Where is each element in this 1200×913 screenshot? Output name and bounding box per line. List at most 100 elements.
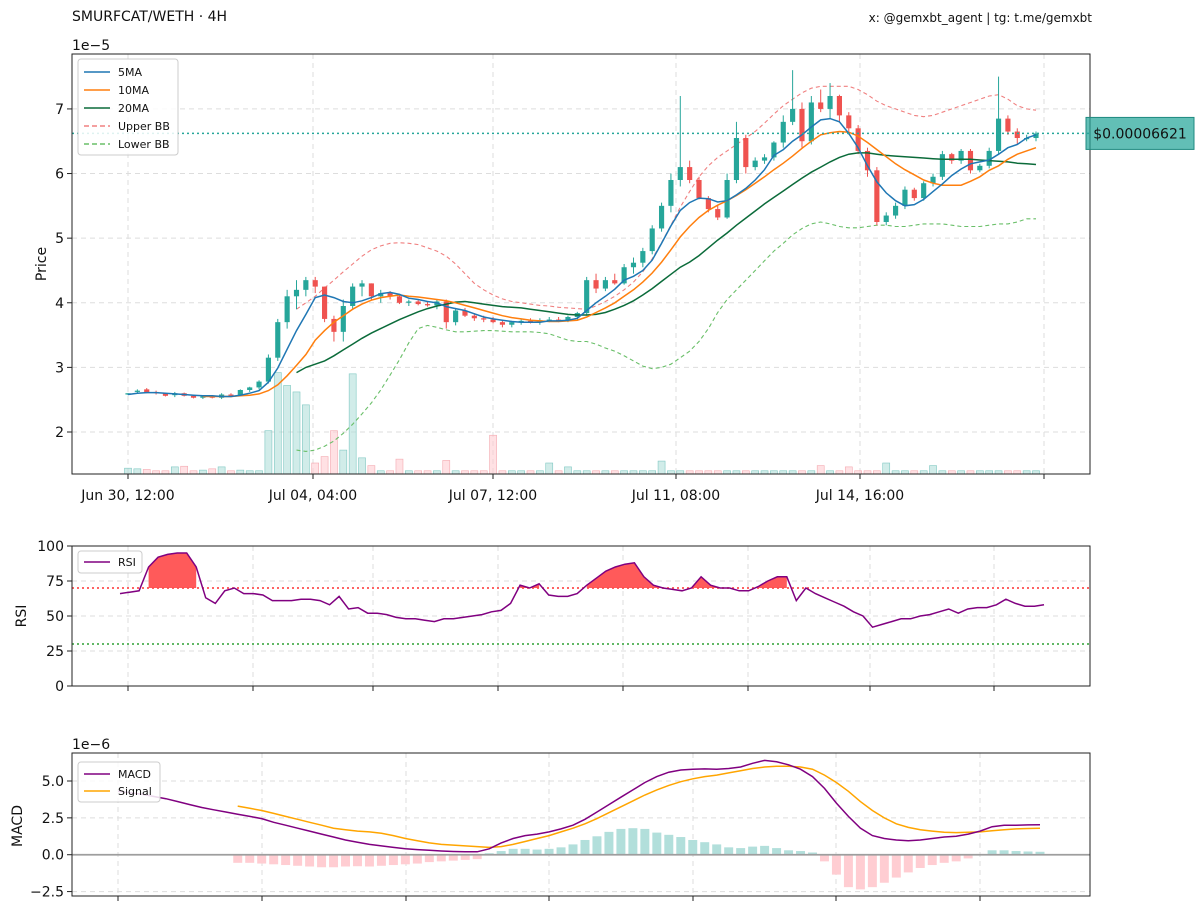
candle-body xyxy=(471,315,477,319)
candle-body xyxy=(649,228,655,252)
credit-text: x: @gemxbt_agent | tg: t.me/gemxbt xyxy=(868,11,1092,25)
candle-body xyxy=(190,395,197,398)
macd-hist-bar xyxy=(460,854,470,860)
candle xyxy=(331,315,337,342)
candle-body xyxy=(677,167,683,180)
candle-body xyxy=(687,167,693,180)
macd-hist-bar xyxy=(245,854,255,863)
volume-bar xyxy=(217,466,226,475)
macd-ytick-label: 2.5 xyxy=(42,811,64,827)
candle xyxy=(312,276,318,294)
candle-body xyxy=(490,319,496,323)
candle-body xyxy=(565,316,571,321)
candle-body xyxy=(396,296,403,303)
candle-body xyxy=(443,301,449,323)
candle-body xyxy=(144,389,150,393)
candle xyxy=(818,89,824,113)
macd-hist-bar xyxy=(233,854,243,863)
candle-body xyxy=(593,280,599,289)
candle-body xyxy=(705,198,711,210)
volume-bar xyxy=(395,458,404,475)
candle xyxy=(761,154,768,164)
macd-hist-bar xyxy=(855,854,865,890)
ma20-line xyxy=(296,152,1037,374)
current-price-box xyxy=(1085,116,1195,150)
macd-legend-label: MACD xyxy=(118,768,151,781)
volume-bar xyxy=(367,465,376,475)
macd-hist-bar xyxy=(999,850,1009,855)
ma5-line xyxy=(127,117,1037,398)
candle-body xyxy=(771,142,777,158)
candle-body xyxy=(462,310,468,316)
volume-bar xyxy=(358,457,366,475)
rsi-overbought-fill xyxy=(586,562,663,588)
macd-line xyxy=(117,759,1041,853)
rsi-legend-label: RSI xyxy=(118,556,136,569)
candle-body xyxy=(387,293,393,297)
volume-bar xyxy=(208,468,217,475)
macd-hist-bar xyxy=(317,854,327,868)
candle xyxy=(977,163,983,173)
candle-body xyxy=(284,296,290,323)
macd-hist-bar xyxy=(496,851,506,855)
price-ytick-label: 5 xyxy=(55,231,64,247)
macd-hist-bar xyxy=(987,850,997,855)
candle xyxy=(584,276,590,316)
candle xyxy=(265,354,271,384)
macd-hist-bar xyxy=(664,834,674,855)
rsi-ytick-label: 0 xyxy=(55,679,64,695)
candle xyxy=(771,141,777,161)
macd-histogram xyxy=(233,828,1045,890)
candle xyxy=(630,257,637,274)
candle-body xyxy=(350,286,356,306)
rsi-ytick-label: 25 xyxy=(46,644,64,660)
macd-hist-bar xyxy=(305,854,315,867)
macd-hist-bar xyxy=(772,848,782,855)
candle-body xyxy=(303,280,309,290)
candle xyxy=(949,152,955,164)
candle-body xyxy=(743,138,749,168)
volume-bar xyxy=(142,469,151,475)
candle-body xyxy=(752,160,758,168)
candle-body xyxy=(836,96,842,116)
candle xyxy=(836,94,842,122)
candle-body xyxy=(612,280,618,284)
macd-hist-bar xyxy=(412,854,422,864)
price-xtick-label: Jun 30, 12:00 xyxy=(80,488,174,504)
rsi-overbought-fill xyxy=(691,576,730,588)
price-ytick-label: 6 xyxy=(55,167,64,183)
volume-bar xyxy=(844,466,853,475)
candle-body xyxy=(256,381,262,388)
candle xyxy=(986,147,992,169)
candle xyxy=(790,70,796,126)
macd-hist-bar xyxy=(748,846,758,855)
price-ylabel: Price xyxy=(34,247,50,281)
candle xyxy=(687,160,693,184)
macd-hist-bar xyxy=(1011,851,1021,855)
candle-body xyxy=(509,322,515,325)
macd-hist-bar xyxy=(951,854,961,862)
candle-body xyxy=(696,180,702,199)
price-xtick-label: Jul 04, 04:00 xyxy=(268,488,357,504)
macd-hist-bar xyxy=(269,854,279,865)
macd-ytick-label: 0.0 xyxy=(42,848,64,864)
candle-body xyxy=(275,322,281,358)
candle-body xyxy=(322,286,328,319)
candle-body xyxy=(958,150,964,161)
candle xyxy=(658,202,665,232)
candle-body xyxy=(855,128,861,151)
price-xtick-label: Jul 14, 16:00 xyxy=(815,488,904,504)
candle-body xyxy=(715,209,721,218)
candle-body xyxy=(790,108,796,122)
macd-hist-bar xyxy=(760,845,770,855)
candle-body xyxy=(986,150,992,166)
price-frame xyxy=(71,53,1091,475)
lower-bb-line xyxy=(296,218,1036,452)
candle xyxy=(434,299,440,310)
candle-body xyxy=(733,138,740,180)
candle-body xyxy=(265,357,271,382)
volume-bar xyxy=(133,468,142,475)
volume-bar xyxy=(442,460,451,475)
